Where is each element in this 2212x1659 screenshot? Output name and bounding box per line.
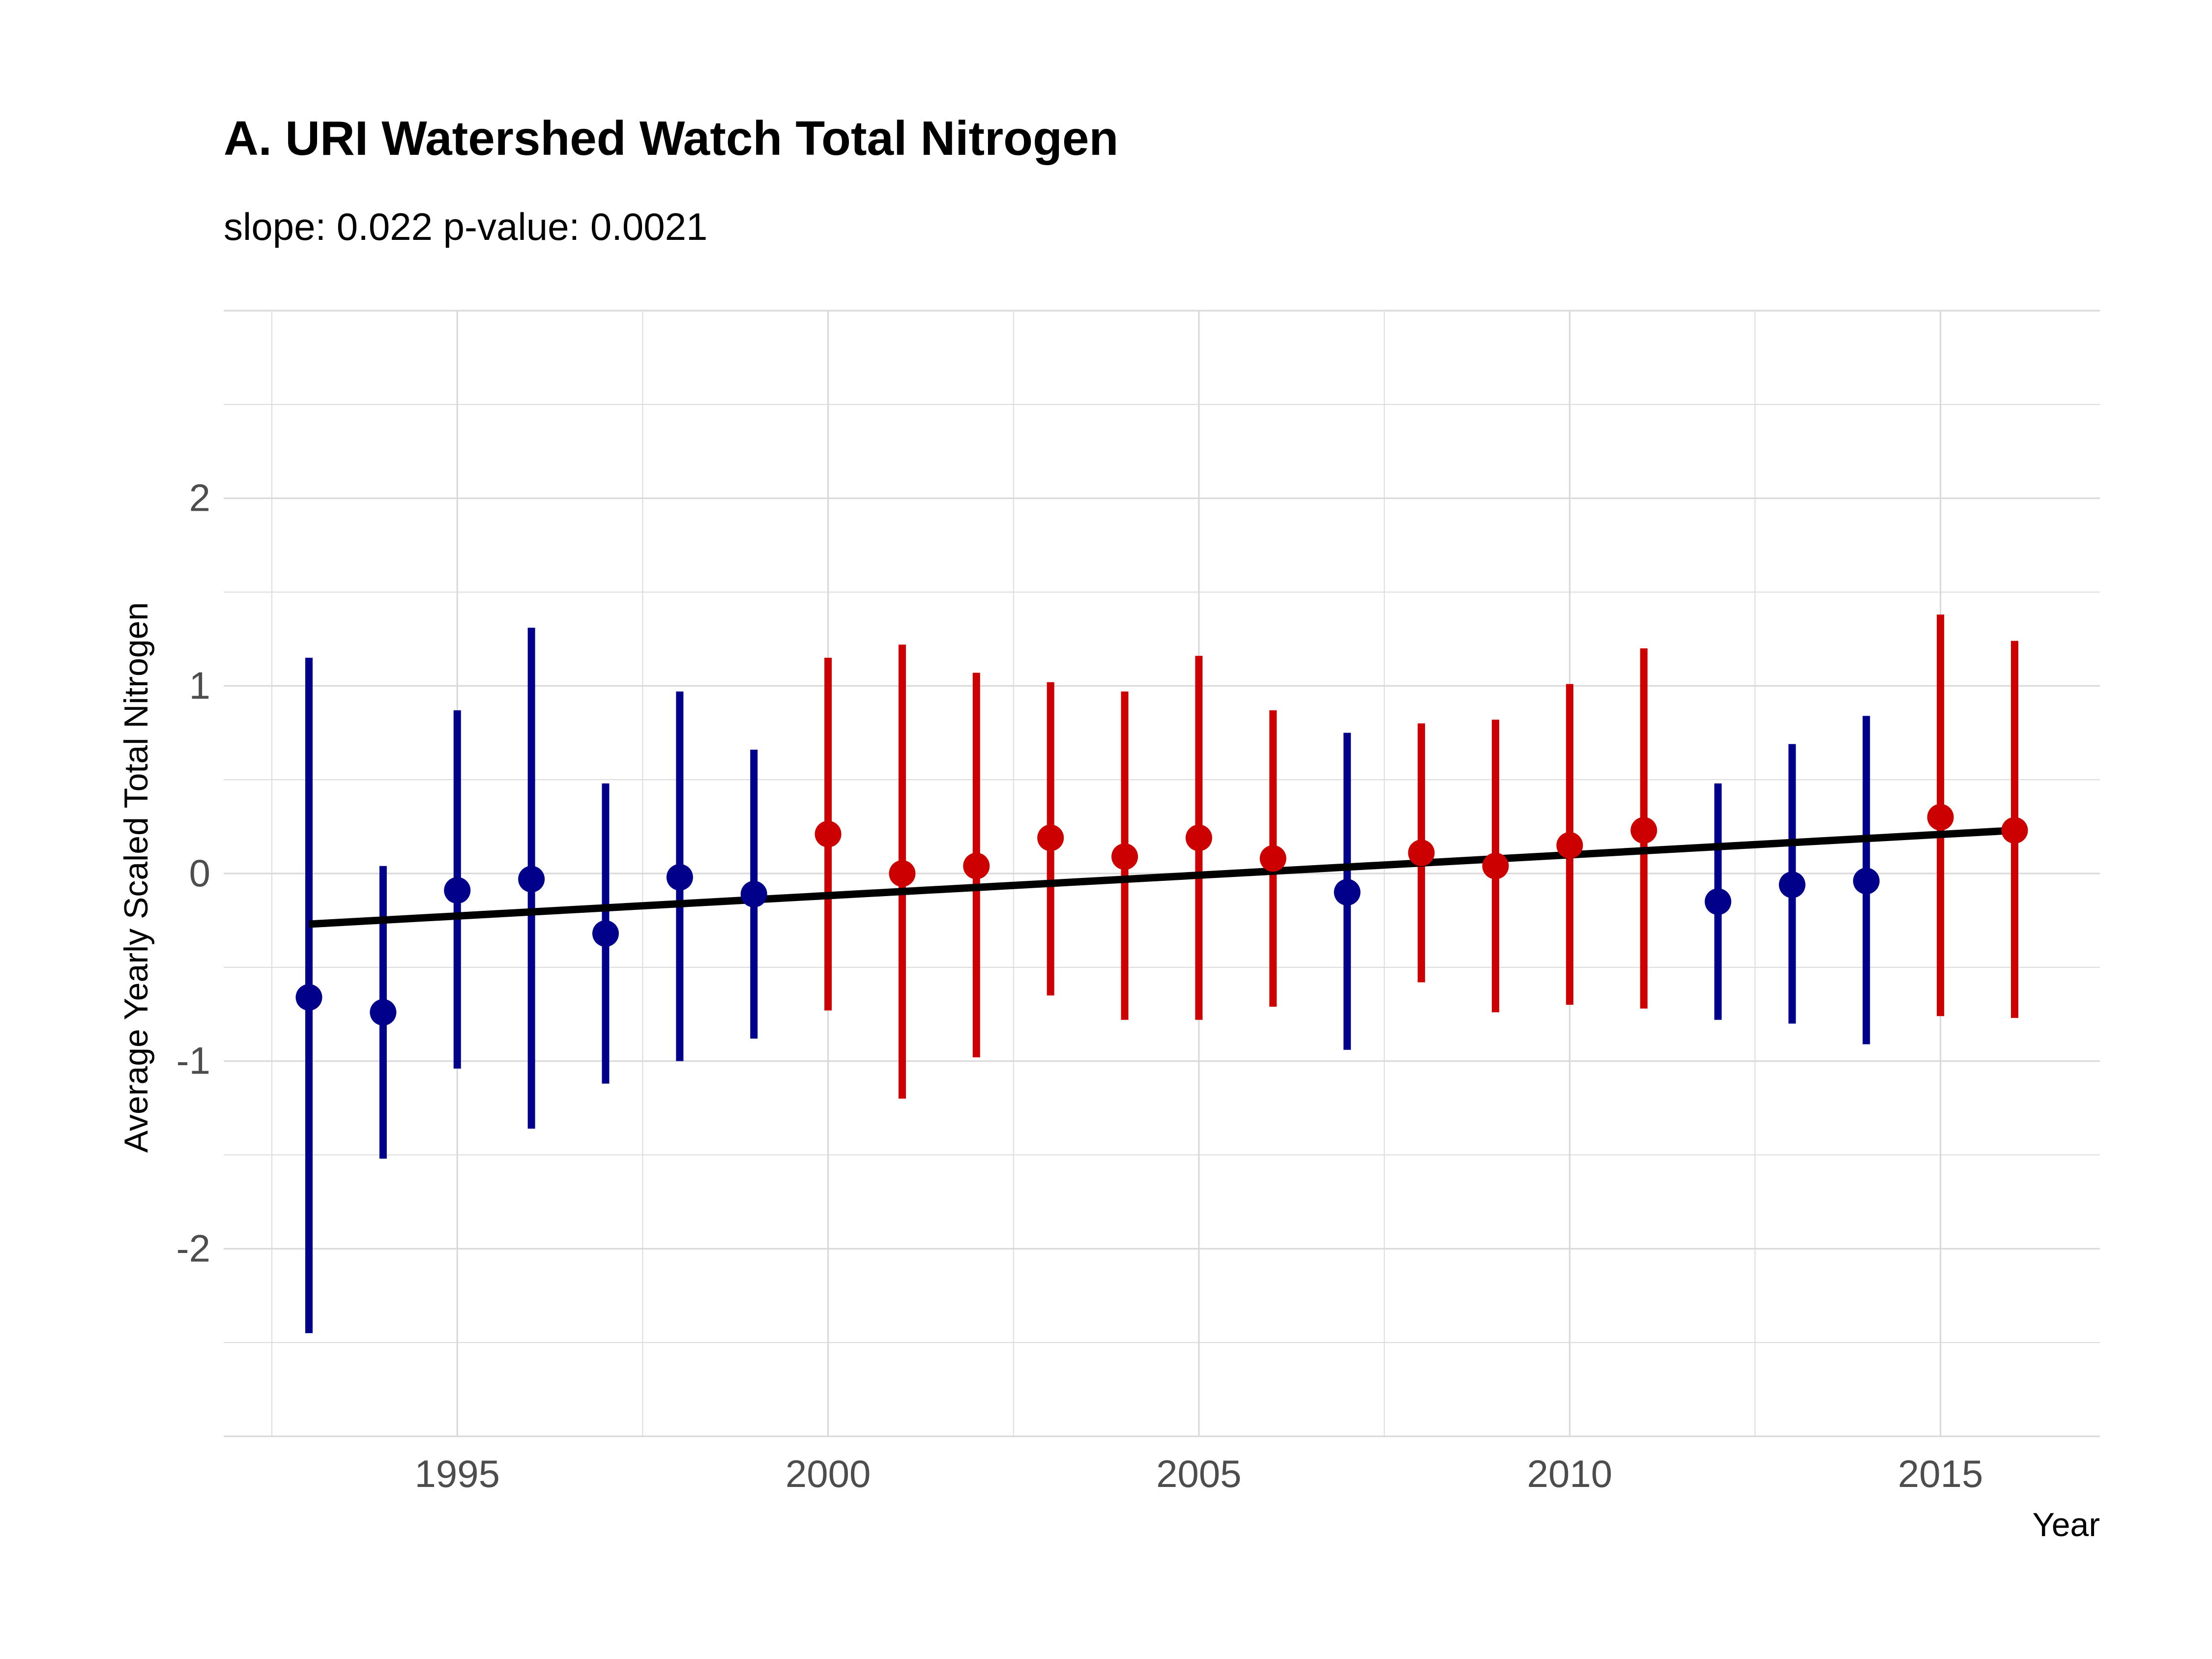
x-tick-label: 2005 <box>1156 1452 1242 1495</box>
x-tick-label: 1995 <box>414 1452 500 1495</box>
y-tick-label: 2 <box>189 476 210 520</box>
x-tick-labels: 1995 2000 2005 2010 2015 <box>414 1452 1983 1495</box>
data-point <box>740 880 767 907</box>
trend-line-group <box>309 826 2015 928</box>
data-points <box>295 804 2028 1026</box>
data-point <box>1630 817 1658 844</box>
data-point <box>1853 868 1880 895</box>
data-point <box>370 999 397 1026</box>
data-point <box>815 820 842 847</box>
x-axis-title: Year <box>2033 1506 2100 1543</box>
data-point <box>295 984 322 1011</box>
x-tick-label: 2015 <box>1898 1452 1983 1495</box>
data-point <box>1705 888 1732 915</box>
data-point <box>1482 852 1509 879</box>
data-point <box>518 866 545 893</box>
y-tick-label: 0 <box>189 851 210 895</box>
chart-subtitle: slope: 0.022 p-value: 0.0021 <box>224 205 707 248</box>
data-point <box>889 860 916 887</box>
y-axis-title: Average Yearly Scaled Total Nitrogen <box>117 602 155 1153</box>
data-point <box>1778 871 1805 898</box>
y-tick-label: -1 <box>176 1039 210 1082</box>
data-point <box>1334 879 1361 906</box>
data-point <box>1111 843 1138 870</box>
data-point <box>1408 840 1435 867</box>
data-point <box>1185 824 1212 851</box>
x-tick-label: 2000 <box>786 1452 871 1495</box>
data-point <box>1037 824 1064 851</box>
data-point <box>1927 804 1954 831</box>
x-tick-label: 2010 <box>1527 1452 1613 1495</box>
data-point <box>1556 832 1583 859</box>
data-point <box>963 852 990 879</box>
data-point <box>2001 817 2028 844</box>
trend-line <box>309 826 2015 928</box>
data-point <box>1259 845 1286 872</box>
data-point <box>666 864 693 891</box>
grid <box>224 310 2100 1437</box>
y-tick-label: -2 <box>176 1226 210 1270</box>
chart-title: A. URI Watershed Watch Total Nitrogen <box>224 111 1118 165</box>
data-point <box>592 920 619 947</box>
y-tick-labels: -2 -1 0 1 2 <box>176 476 210 1270</box>
y-tick-label: 1 <box>189 664 210 707</box>
data-point <box>444 877 471 904</box>
